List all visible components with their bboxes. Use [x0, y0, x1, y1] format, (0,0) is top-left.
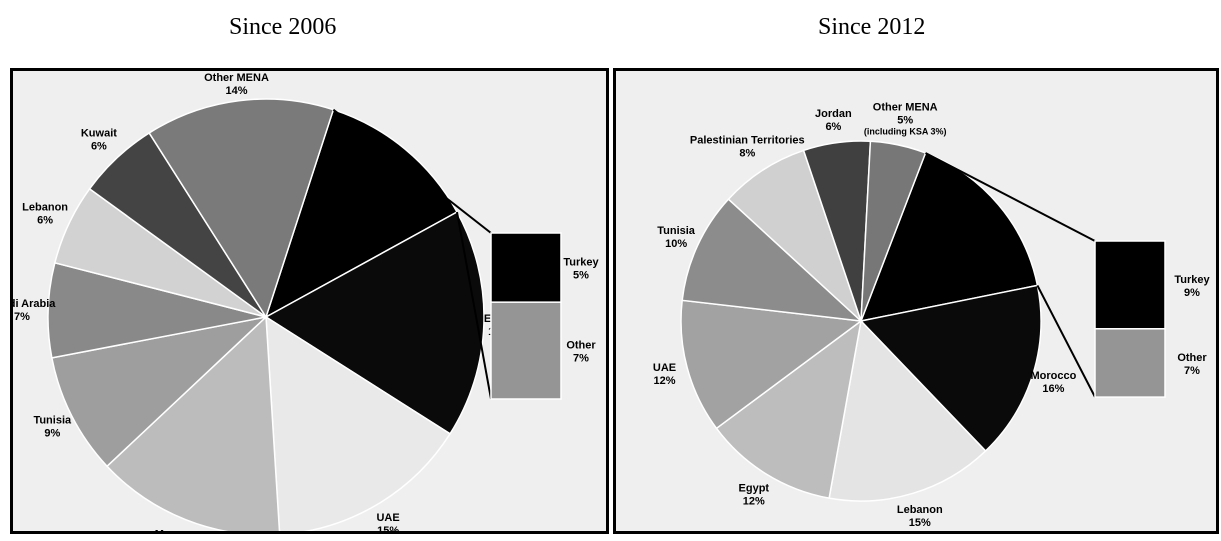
pie-slice-morocco: [106, 315, 281, 531]
breakdown-connector-top: [332, 108, 492, 234]
slice-label-other-mena: Other MENA 14%: [204, 72, 269, 97]
breakdown-connector-bottom: [1036, 284, 1096, 398]
slice-label-jordan: Jordan 6%: [815, 108, 852, 133]
pie-slice-other-mena: [148, 98, 335, 319]
slice-label-lebanon: Lebanon 6%: [22, 202, 68, 227]
slice-label-uae: UAE 12%: [653, 362, 676, 387]
slice-label-tunisia: Tunisia 9%: [33, 414, 72, 439]
pie-slice-tunisia: [50, 315, 269, 468]
pie-chart-since-2012: Outside MENA 16% Morocco 16% Lebanon 15% Egypt 1…: [653, 102, 1211, 530]
pie-slice-outside-mena: [859, 151, 1039, 323]
breakdown-label-turkey: Turkey 5%: [563, 257, 599, 282]
slice-label-kuwait: Kuwait 6%: [81, 128, 117, 153]
slice-label-lebanon: Lebanon 15%: [897, 504, 943, 529]
breakdown-segment-turkey: [1094, 240, 1166, 330]
slice-label-egypt: Egypt 12%: [739, 482, 770, 507]
slice-label-uae: UAE 15%: [376, 512, 399, 531]
slice-label-morocco: Morocco14%: [155, 529, 201, 532]
breakdown-connector-bottom: [456, 211, 492, 400]
breakdown-label-other: Other 7%: [1177, 352, 1207, 377]
pie-slice-egypt: [715, 319, 863, 500]
pie-slice-uae: [680, 299, 863, 430]
pie-chart-since-2006: OutsideMENA12%Egypt17%UAE15%Morocco14%Tu…: [13, 72, 600, 532]
breakdown-label-turkey: Turkey 9%: [1174, 274, 1210, 299]
breakdown-segment-other: [490, 301, 562, 400]
slice-note-other-mena: (including KSA 3%): [864, 127, 947, 137]
slice-label-other-mena: Other MENA 5% (including KSA 3%): [864, 102, 947, 137]
pie-slice-egypt: [264, 210, 485, 435]
pie-slice-tunisia: [681, 198, 864, 323]
breakdown-label-other: Other 7%: [566, 340, 596, 365]
pie-panel-since-2012: Outside MENA 16% Morocco 16% Lebanon 15% Egypt 1…: [613, 68, 1219, 534]
pie-slice-other-mena: [860, 140, 927, 322]
breakdown-segment-other: [1094, 328, 1166, 398]
pie-panel-since-2006: OutsideMENA12%Egypt17%UAE15%Morocco14%Tu…: [10, 68, 609, 534]
pie-slice-lebanon: [828, 319, 987, 502]
slice-label-outside-mena: Outside MENA 12%: [354, 168, 395, 206]
breakdown-connector-top: [925, 152, 1096, 242]
slice-label-tunisia: Tunisia 10%: [657, 225, 696, 250]
pie-slice-uae: [265, 315, 452, 531]
pie-slice-palestinian-territories: [727, 149, 862, 322]
slice-label-palestinian-territories: Palestinian Territories 8%: [690, 134, 805, 159]
breakdown-segment-turkey: [490, 232, 562, 303]
chart-title-since-2006: Since 2006: [229, 14, 337, 40]
pie-slice-morocco: [859, 284, 1042, 452]
chart-title-since-2012: Since 2012: [818, 14, 926, 40]
slice-label-morocco: Morocco 16%: [1030, 370, 1076, 395]
slice-label-outside-mena: Outside MENA 16%: [948, 212, 989, 250]
